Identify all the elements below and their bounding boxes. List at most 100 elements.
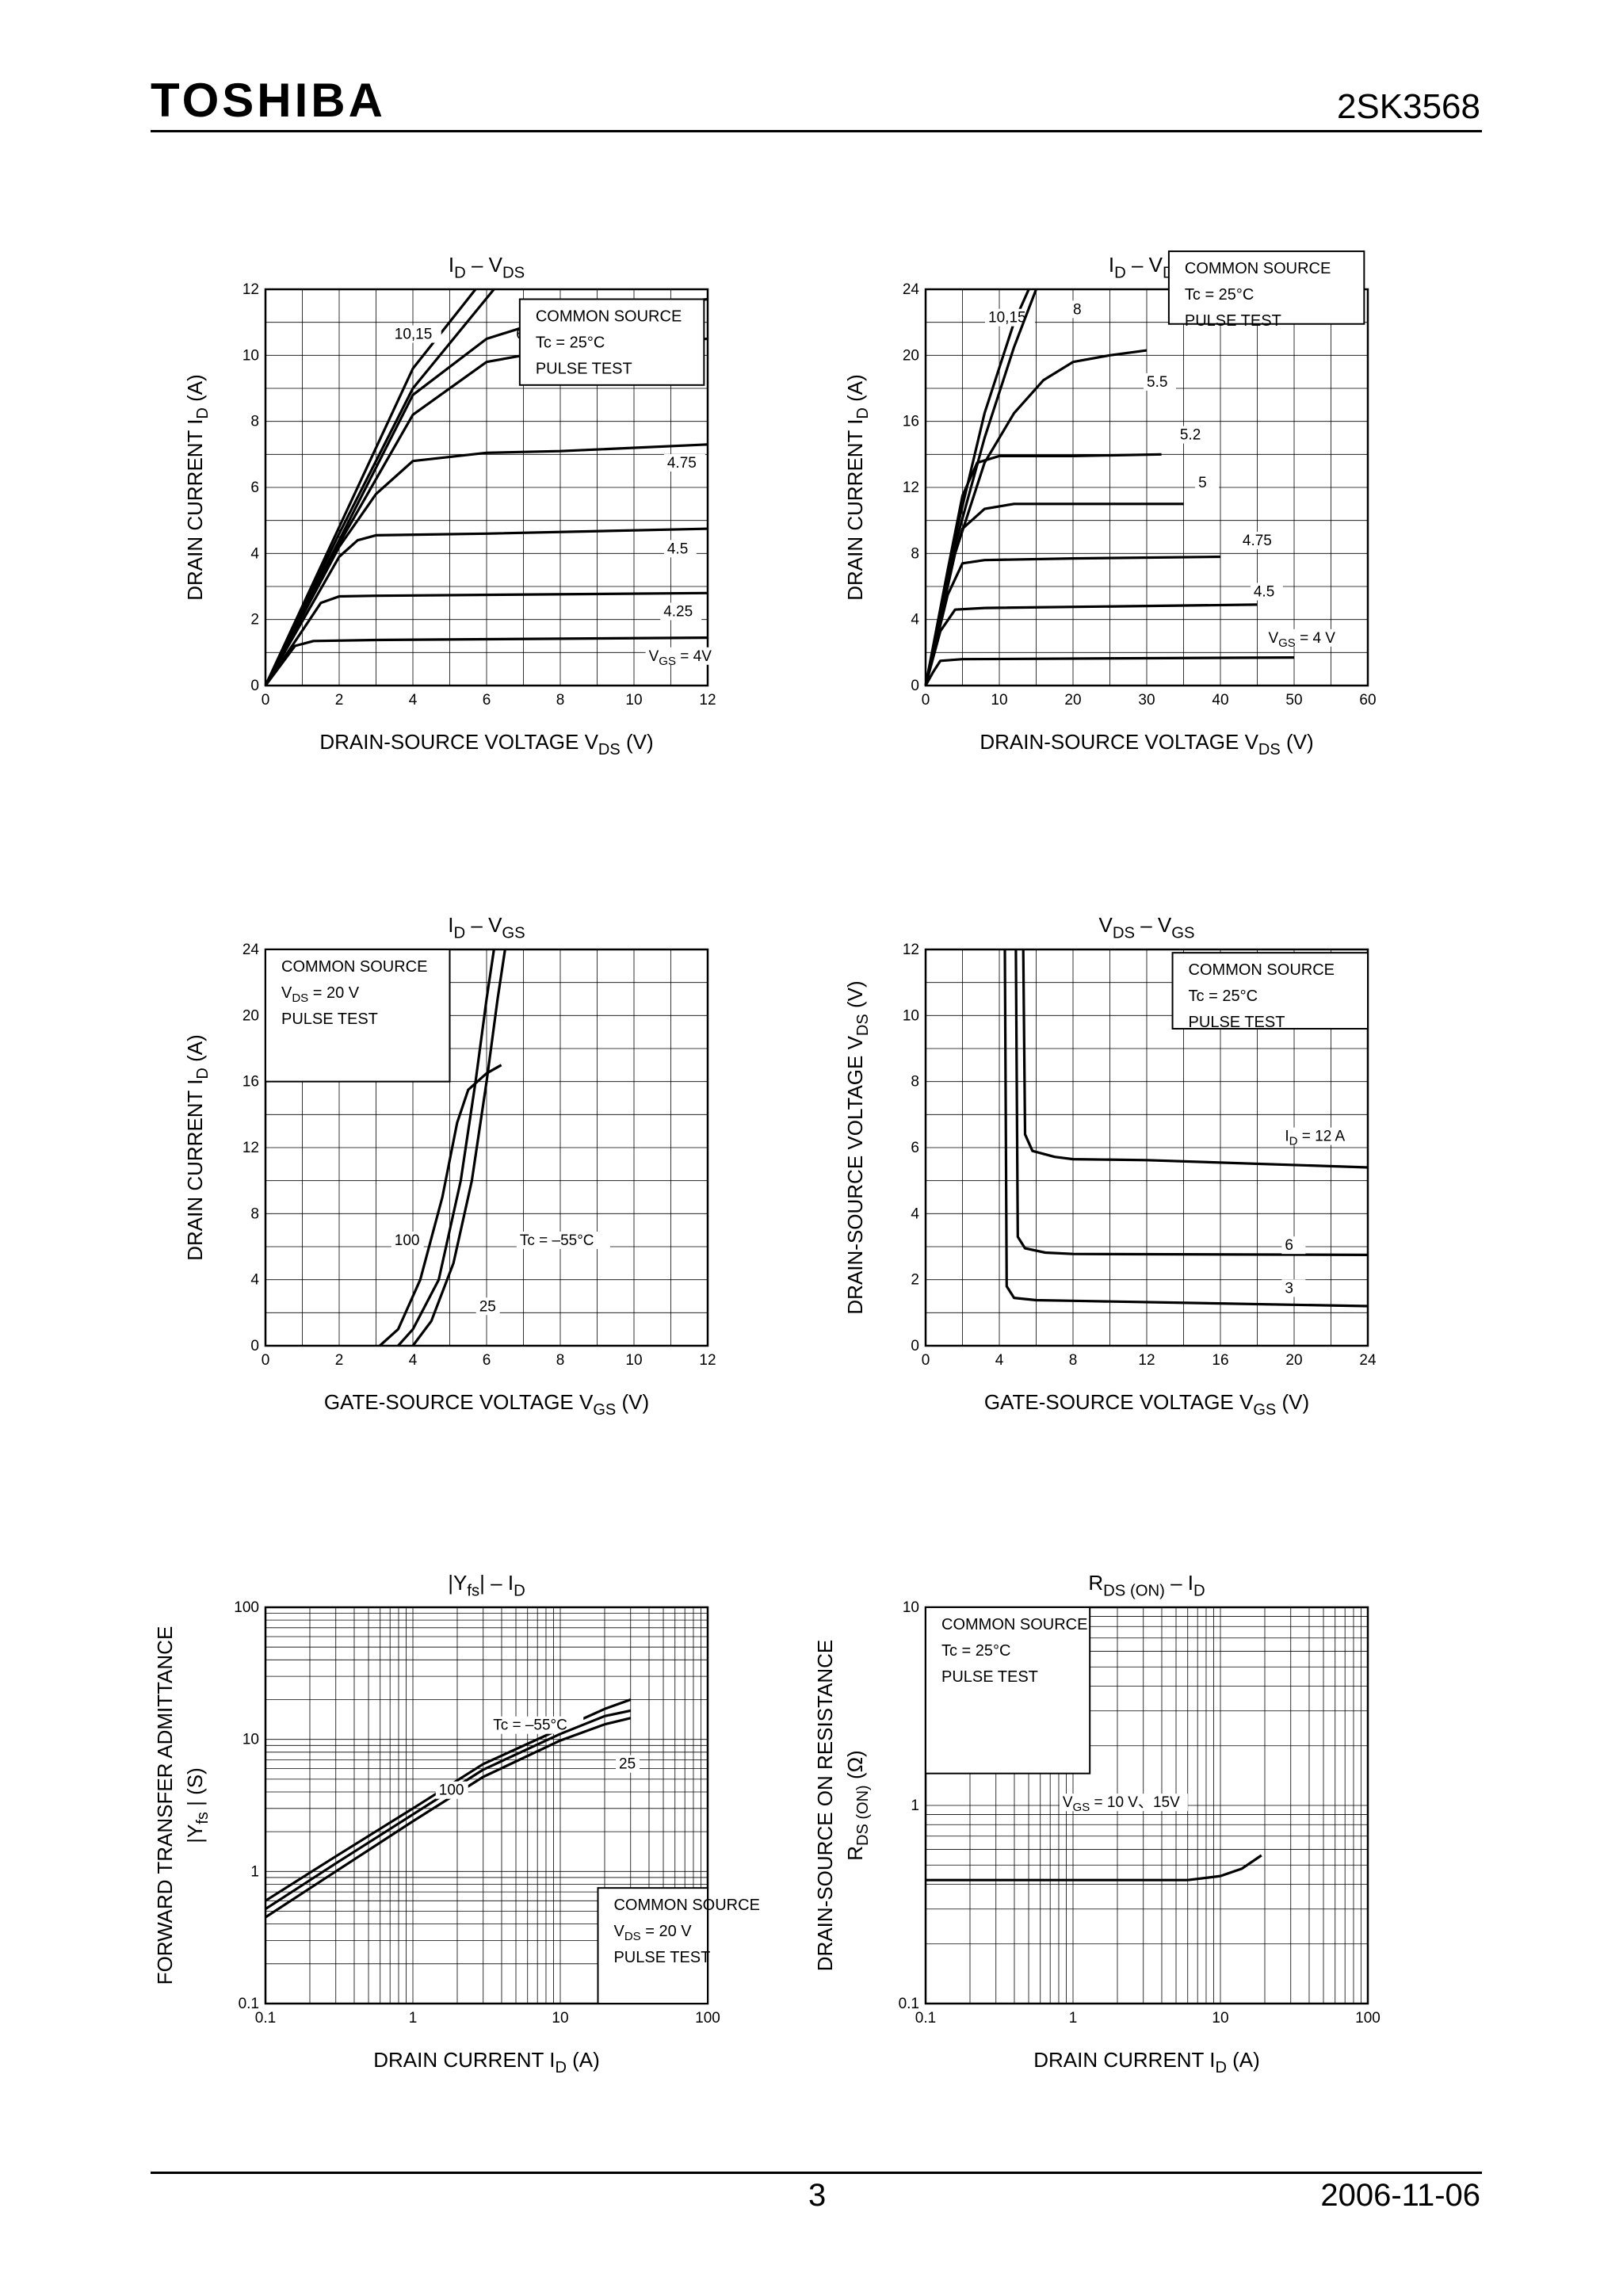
y-tick-label: 10 (903, 1007, 919, 1024)
series-line (924, 555, 1221, 686)
series-label: 100 (439, 1782, 464, 1799)
series-label-bg (1144, 372, 1176, 391)
series-line (926, 1854, 1262, 1881)
series-label-bg (1070, 300, 1094, 319)
condition-line: PULSE TEST (613, 1949, 710, 1966)
series-label: 4.75 (1243, 533, 1272, 549)
series-label: 10,15 (988, 310, 1026, 327)
series-line (264, 527, 708, 686)
series-label: 4.25 (663, 604, 693, 621)
x-tick-label: 10 (625, 1352, 642, 1369)
series-label-bg (391, 1231, 424, 1249)
condition-line: COMMON SOURCE (1189, 961, 1335, 979)
series-line (1014, 949, 1369, 1256)
x-tick-label: 12 (1138, 1352, 1155, 1369)
x-tick-label: 6 (483, 1352, 491, 1369)
series-label-bg (1195, 474, 1220, 491)
series-label-bg (660, 602, 702, 621)
plot-frame (924, 1606, 1369, 2005)
series-label-bg (1059, 1794, 1188, 1812)
series-label: 4.75 (667, 455, 697, 472)
y-tick-label: 16 (903, 414, 919, 430)
header-rule (151, 130, 1482, 132)
series-label-bg (490, 1716, 584, 1734)
x-axis-label: GATE-SOURCE VOLTAGE VGS (V) (984, 1390, 1309, 1419)
x-tick-label: 50 (1285, 692, 1302, 709)
condition-line: PULSE TEST (941, 1668, 1038, 1686)
condition-line: COMMON SOURCE (1185, 260, 1331, 277)
series-label-bg (1281, 1279, 1306, 1297)
series-label: 8 (1073, 301, 1082, 318)
series-label: 25 (479, 1298, 496, 1315)
series-label: VGS = 4V (649, 648, 712, 668)
x-tick-label: 10 (991, 692, 1007, 709)
conditions-box (925, 1606, 1091, 1775)
series-label: 6 (1285, 1237, 1293, 1254)
chart-title: |Yfs​| – ID​ (448, 1571, 525, 1599)
y-tick-label: 0 (911, 678, 919, 694)
y-tick-label: 0.1 (239, 1996, 259, 2012)
condition-line: COMMON SOURCE (281, 958, 427, 976)
y-axis-label: DRAIN CURRENT ID (A) (843, 374, 872, 601)
series-label-bg (1176, 426, 1209, 444)
y-tick-label: 24 (242, 942, 260, 958)
condition-line: VDS = 20 V (281, 984, 360, 1005)
chart-title: RDS (ON)​ – ID​ (1088, 1571, 1205, 1599)
condition-line: Tc = 25°C (1189, 988, 1258, 1005)
series-label: 5 (1198, 475, 1207, 491)
conditions-box (1171, 952, 1369, 1030)
y-tick-label: 0.1 (899, 1996, 919, 2012)
y-tick-label: 2 (250, 612, 259, 628)
y-tick-label: 4 (250, 1272, 259, 1289)
x-tick-label: 1 (1069, 2010, 1078, 2027)
series-label-bg (1265, 628, 1350, 647)
x-tick-label: 10 (1212, 2010, 1228, 2027)
x-tick-label: 16 (1212, 1352, 1228, 1369)
part-number: 2SK3568 (1336, 87, 1480, 126)
series-label: 100 (395, 1232, 420, 1249)
y-tick-label: 12 (242, 281, 259, 298)
y-tick-label: 10 (903, 1599, 919, 1616)
series-line (397, 949, 495, 1347)
y-axis-label: DRAIN CURRENT ID (A) (183, 1034, 212, 1261)
x-tick-label: 8 (556, 1352, 565, 1369)
chart-title: ID​ – VDS​ (449, 253, 525, 281)
grid (926, 289, 1368, 686)
series-label: Tc = –55°C (520, 1232, 594, 1249)
x-tick-label: 12 (699, 692, 716, 709)
x-axis-label: DRAIN CURRENT ID (A) (1033, 2048, 1260, 2076)
brand-logo: TOSHIBA (151, 74, 386, 127)
series-line (1003, 949, 1369, 1308)
condition-line: Tc = 25°C (1185, 286, 1254, 304)
chart-title: ID​ – VGS​ (448, 913, 525, 942)
x-tick-label: 100 (1355, 2010, 1381, 2027)
plot-frame (924, 948, 1369, 1347)
x-tick-label: 24 (1359, 1352, 1377, 1369)
series-line (264, 591, 708, 686)
series-label-bg (663, 540, 697, 558)
series-line (924, 603, 1258, 686)
series-label: 4.5 (1254, 584, 1274, 601)
x-tick-label: 30 (1138, 692, 1155, 709)
conditions-box (518, 298, 705, 386)
plot-frame (264, 948, 709, 1347)
y-tick-label: 0 (250, 1338, 259, 1354)
series-label: 4.5 (667, 541, 688, 557)
y-axis-label: FORWARD TRANSFER ADMITTANCE (153, 1626, 177, 1985)
series-label: Tc = –55°C (493, 1717, 567, 1734)
series-label-bg (1281, 1236, 1306, 1255)
series-line (924, 656, 1295, 686)
y-tick-label: 20 (903, 347, 919, 364)
condition-line: PULSE TEST (1189, 1014, 1285, 1031)
series-label: 25 (619, 1756, 636, 1773)
chart-title: VDS​ – VGS​ (1098, 913, 1194, 942)
series-label-bg (663, 454, 705, 472)
x-tick-label: 60 (1359, 692, 1376, 709)
conditions-box (1167, 250, 1365, 325)
x-tick-label: 20 (1064, 692, 1081, 709)
condition-line: COMMON SOURCE (536, 308, 682, 326)
